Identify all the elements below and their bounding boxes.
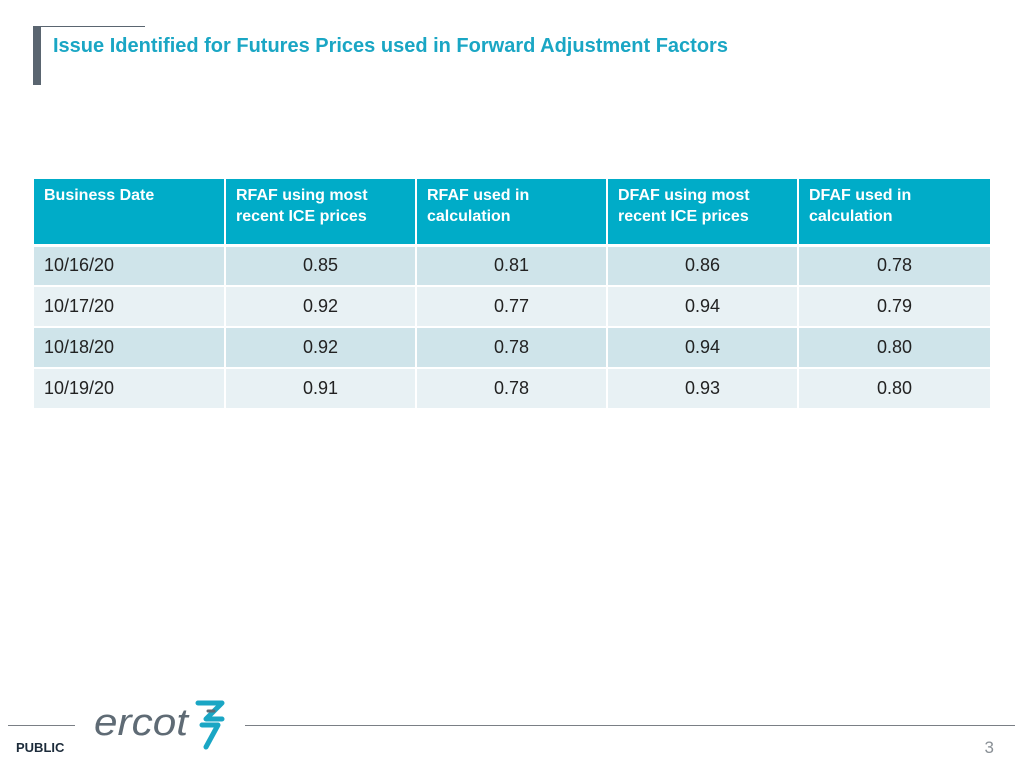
logo-wordmark: ercot bbox=[94, 702, 190, 744]
cell-rfaf-used: 0.81 bbox=[416, 245, 608, 287]
cell-rfaf-recent: 0.91 bbox=[225, 368, 417, 410]
cell-dfaf-recent: 0.94 bbox=[607, 286, 799, 328]
table-header-row: Business Date RFAF using most recent ICE… bbox=[34, 179, 990, 247]
header-business-date: Business Date bbox=[34, 179, 226, 247]
header-rfaf-used: RFAF used in calculation bbox=[416, 179, 608, 247]
texas-bolt-icon bbox=[195, 700, 225, 750]
slide-title: Issue Identified for Futures Prices used… bbox=[53, 35, 728, 57]
cell-business-date: 10/19/20 bbox=[34, 368, 226, 410]
cell-dfaf-used: 0.80 bbox=[798, 368, 990, 410]
footer-rule-left bbox=[8, 725, 75, 726]
header-rfaf-recent: RFAF using most recent ICE prices bbox=[225, 179, 417, 247]
cell-rfaf-recent: 0.92 bbox=[225, 327, 417, 369]
page-number: 3 bbox=[984, 738, 994, 757]
cell-business-date: 10/18/20 bbox=[34, 327, 226, 369]
table-row: 10/16/20 0.85 0.81 0.86 0.78 bbox=[34, 245, 990, 287]
cell-business-date: 10/16/20 bbox=[34, 245, 226, 287]
header-dfaf-recent: DFAF using most recent ICE prices bbox=[607, 179, 799, 247]
cell-dfaf-used: 0.79 bbox=[798, 286, 990, 328]
cell-rfaf-recent: 0.92 bbox=[225, 286, 417, 328]
table-row: 10/17/20 0.92 0.77 0.94 0.79 bbox=[34, 286, 990, 328]
cell-dfaf-recent: 0.93 bbox=[607, 368, 799, 410]
cell-dfaf-used: 0.78 bbox=[798, 245, 990, 287]
cell-rfaf-used: 0.77 bbox=[416, 286, 608, 328]
cell-dfaf-used: 0.80 bbox=[798, 327, 990, 369]
ercot-logo: ercot bbox=[94, 700, 225, 750]
footer-rule-right bbox=[245, 725, 1015, 726]
classification-label: PUBLIC bbox=[16, 740, 65, 755]
table-row: 10/19/20 0.91 0.78 0.93 0.80 bbox=[34, 368, 990, 410]
cell-business-date: 10/17/20 bbox=[34, 286, 226, 328]
cell-dfaf-recent: 0.86 bbox=[607, 245, 799, 287]
header-dfaf-used: DFAF used in calculation bbox=[798, 179, 990, 247]
cell-rfaf-used: 0.78 bbox=[416, 368, 608, 410]
title-accent-rule bbox=[41, 26, 145, 27]
table-row: 10/18/20 0.92 0.78 0.94 0.80 bbox=[34, 327, 990, 369]
cell-rfaf-recent: 0.85 bbox=[225, 245, 417, 287]
title-accent-bar bbox=[33, 26, 41, 85]
factors-table: Business Date RFAF using most recent ICE… bbox=[34, 179, 990, 410]
cell-dfaf-recent: 0.94 bbox=[607, 327, 799, 369]
cell-rfaf-used: 0.78 bbox=[416, 327, 608, 369]
